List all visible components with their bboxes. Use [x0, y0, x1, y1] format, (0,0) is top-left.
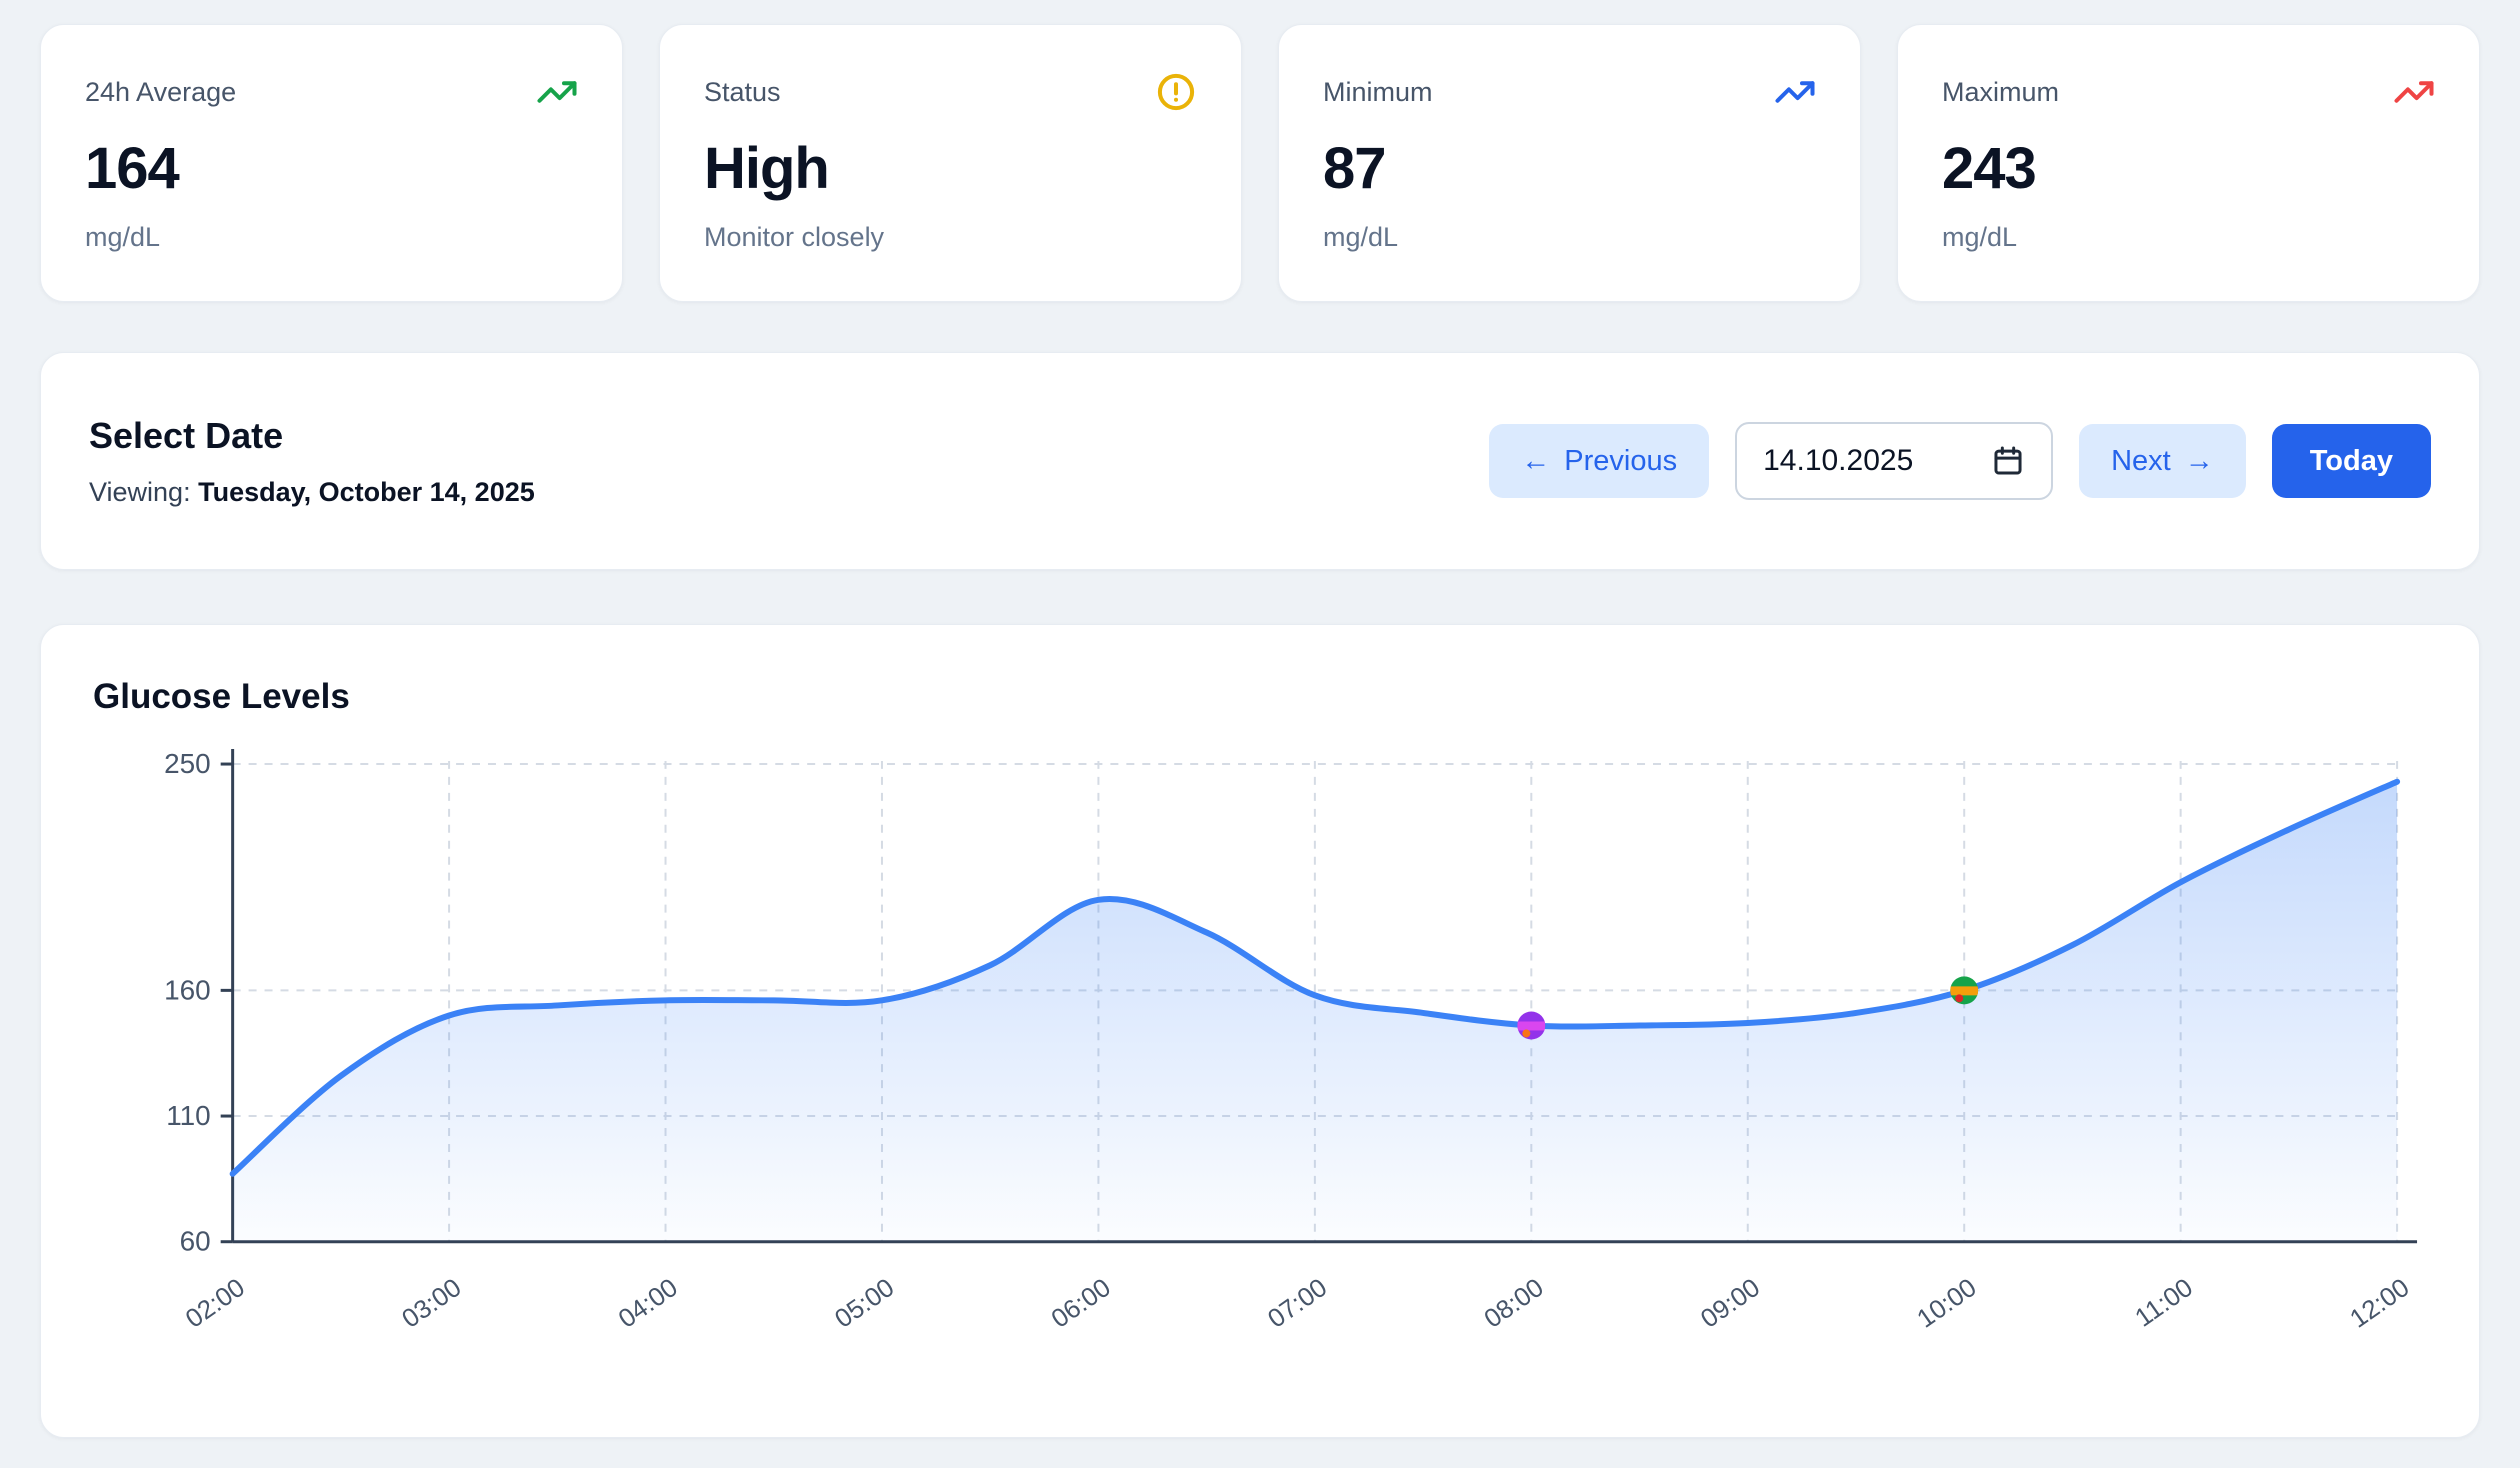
- meal-marker[interactable]: [1950, 976, 1979, 1005]
- previous-label: Previous: [1564, 444, 1678, 477]
- stat-unit: mg/dL: [1942, 222, 2018, 252]
- next-day-button[interactable]: Next →: [2079, 424, 2246, 498]
- stat-value: 243: [1942, 136, 2037, 201]
- stat-card-average: 24h Average 164 mg/dL: [40, 24, 623, 302]
- stat-value: High: [704, 136, 830, 201]
- date-input[interactable]: 14.10.2025: [1735, 422, 2054, 500]
- x-tick-label: 11:00: [2130, 1274, 2198, 1333]
- glucose-area-fill: [232, 781, 2398, 1242]
- date-selector-title: Select Date: [89, 414, 284, 456]
- alert-circle-icon: [1157, 73, 1195, 111]
- x-tick-label: 12:00: [2345, 1274, 2414, 1334]
- stat-unit: mg/dL: [1323, 222, 1399, 252]
- trending-up-icon: [1775, 81, 1815, 103]
- stat-label: 24h Average: [85, 76, 237, 107]
- stat-label: Status: [704, 76, 781, 107]
- next-label: Next: [2111, 444, 2171, 477]
- stat-value: 164: [85, 136, 180, 201]
- calendar-icon[interactable]: [1991, 444, 2025, 478]
- stat-label: Maximum: [1942, 76, 2060, 107]
- stat-card-minimum: Minimum 87 mg/dL: [1278, 24, 1861, 302]
- y-tick-label: 110: [166, 1100, 211, 1131]
- x-tick-label: 05:00: [830, 1274, 899, 1334]
- today-button[interactable]: Today: [2271, 424, 2431, 498]
- date-controls: ← Previous 14.10.2025 Next → Today: [1489, 422, 2431, 500]
- stat-label: Minimum: [1323, 76, 1433, 107]
- medication-marker[interactable]: [1517, 1011, 1546, 1040]
- viewing-prefix: Viewing:: [89, 476, 191, 507]
- glucose-chart-card: Glucose Levels 60 110 160 250 02:00 03:00 04:0…: [40, 624, 2480, 1439]
- x-tick-label: 08:00: [1480, 1274, 1549, 1334]
- date-selector-info: Select Date Viewing: Tuesday, October 14…: [89, 415, 535, 508]
- x-tick-label: 04:00: [614, 1274, 683, 1334]
- stat-card-status: Status High Monitor closely: [659, 24, 1242, 302]
- glucose-line: [229, 778, 2401, 1177]
- stat-card-maximum: Maximum 243 mg/dL: [1897, 24, 2480, 302]
- viewing-date: Tuesday, October 14, 2025: [198, 476, 535, 507]
- previous-day-button[interactable]: ← Previous: [1489, 424, 1710, 498]
- x-tick-label: 10:00: [1912, 1274, 1981, 1334]
- x-tick-label: 03:00: [397, 1274, 466, 1334]
- viewing-date-text: Viewing: Tuesday, October 14, 2025: [89, 477, 535, 508]
- stat-unit: mg/dL: [85, 222, 161, 252]
- x-tick-label: 02:00: [181, 1274, 250, 1334]
- x-tick-label: 07:00: [1263, 1274, 1332, 1334]
- glucose-line-chart: 60 110 160 250 02:00 03:00 04:00 05:00 06:00 07:0…: [164, 748, 2418, 1334]
- y-tick-label: 250: [164, 748, 211, 779]
- today-label: Today: [2309, 444, 2393, 477]
- stats-row: 24h Average 164 mg/dL Status High Mon: [40, 24, 2480, 302]
- arrow-right-icon: →: [2184, 444, 2214, 477]
- stat-value: 87: [1323, 136, 1387, 201]
- y-tick-label: 160: [164, 974, 211, 1005]
- x-tick-label: 06:00: [1047, 1274, 1116, 1334]
- y-tick-label: 60: [180, 1226, 211, 1257]
- trending-up-icon: [537, 81, 577, 103]
- arrow-left-icon: ←: [1521, 444, 1551, 477]
- date-selector-card: Select Date Viewing: Tuesday, October 14…: [40, 352, 2480, 570]
- date-input-value: 14.10.2025: [1763, 444, 1914, 477]
- x-tick-label: 09:00: [1696, 1274, 1765, 1334]
- stat-subtitle: Monitor closely: [704, 222, 885, 252]
- trending-up-icon: [2394, 81, 2434, 103]
- chart-title: Glucose Levels: [93, 677, 350, 716]
